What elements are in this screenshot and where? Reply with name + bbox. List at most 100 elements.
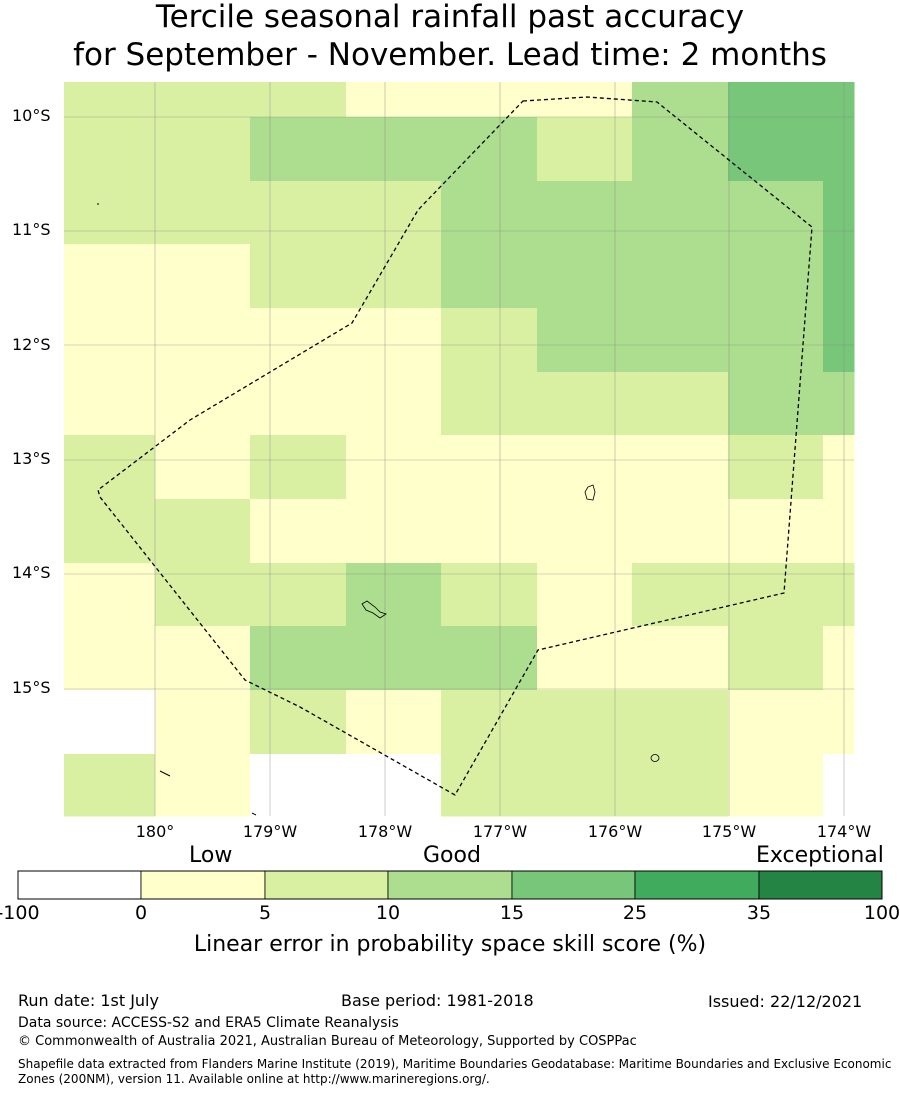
- skill-cell: [64, 754, 156, 817]
- skill-cell: [537, 435, 633, 500]
- skill-cell: [250, 626, 347, 691]
- colorbar-label: Linear error in probability space skill …: [193, 932, 707, 957]
- skill-cell: [823, 435, 855, 500]
- colorbar-tick: 0: [134, 902, 148, 924]
- island-outline: [650, 754, 660, 762]
- shapefile-credit: Shapefile data extracted from Flanders M…: [18, 1057, 892, 1086]
- skill-cell: [441, 626, 538, 691]
- lat-label: 11°S: [12, 220, 51, 239]
- skill-cell: [346, 754, 442, 817]
- skill-cell: [250, 244, 347, 309]
- copyright: © Commonwealth of Australia 2021, Austra…: [18, 1034, 637, 1049]
- skill-cell: [728, 308, 824, 373]
- skill-cell: [823, 499, 855, 564]
- skill-cell: [155, 244, 251, 309]
- skill-cell: [823, 626, 855, 691]
- skill-cell: [632, 499, 729, 564]
- skill-cell: [823, 117, 855, 182]
- skill-map: [64, 82, 855, 817]
- skill-cell: [250, 308, 347, 373]
- skill-cell: [728, 499, 824, 564]
- skill-cell: [441, 754, 538, 817]
- colorbar-tick: 25: [622, 902, 648, 924]
- lon-label: 177°W: [472, 822, 528, 841]
- colorbar-segment: [511, 870, 636, 900]
- skill-cell: [346, 244, 442, 309]
- skill-cell: [823, 82, 855, 118]
- skill-cell: [441, 181, 538, 245]
- skill-cell: [155, 563, 251, 627]
- skill-cell: [250, 117, 347, 182]
- skill-cell: [441, 372, 538, 436]
- skill-cell: [537, 372, 633, 436]
- island-outline: [361, 600, 387, 619]
- skill-cell: [823, 308, 855, 373]
- skill-cell: [155, 754, 251, 817]
- colorbar-tick: -100: [0, 902, 40, 924]
- lat-label: 13°S: [12, 449, 51, 468]
- skill-cell: [537, 244, 633, 309]
- skill-cell: [155, 82, 251, 118]
- skill-cell: [346, 690, 442, 755]
- skill-cell: [823, 181, 855, 245]
- skill-cell: [632, 244, 729, 309]
- lon-label: 176°W: [587, 822, 643, 841]
- issued-date: Issued: 22/12/2021: [708, 992, 863, 1011]
- skill-cell: [250, 372, 347, 436]
- skill-cell: [441, 82, 538, 118]
- skill-cell: [346, 626, 442, 691]
- skill-cell: [250, 563, 347, 627]
- skill-cell: [632, 754, 729, 817]
- skill-cell: [632, 82, 729, 118]
- lon-label: 175°W: [701, 822, 757, 841]
- skill-cell: [64, 244, 156, 309]
- skill-cell: [155, 690, 251, 755]
- skill-cell: [537, 181, 633, 245]
- run-date: Run date: 1st July: [18, 991, 159, 1010]
- lat-label: 12°S: [12, 335, 51, 354]
- skill-cell: [250, 499, 347, 564]
- colorbar-segment: [264, 870, 389, 900]
- skill-cell: [155, 372, 251, 436]
- colorbar-tick: 10: [375, 902, 401, 924]
- base-period: Base period: 1981-2018: [341, 991, 534, 1010]
- skill-cell: [155, 435, 251, 500]
- skill-cell: [64, 181, 156, 245]
- map-title-line2: for September - November. Lead time: 2 m…: [73, 37, 827, 73]
- skill-cell: [728, 181, 824, 245]
- skill-cell: [728, 626, 824, 691]
- data-source: Data source: ACCESS-S2 and ERA5 Climate …: [18, 1015, 399, 1031]
- skill-cell: [250, 82, 347, 118]
- skill-cell: [441, 563, 538, 627]
- colorbar-tick: 35: [746, 902, 772, 924]
- category-good: Good: [423, 843, 481, 868]
- colorbar-segment: [634, 870, 760, 900]
- skill-cell: [632, 435, 729, 500]
- skill-cell: [250, 690, 347, 755]
- skill-cell: [632, 372, 729, 436]
- colorbar-segment: [140, 870, 266, 900]
- lon-label: 178°W: [357, 822, 413, 841]
- colorbar-segments: [17, 870, 883, 900]
- skill-cell: [823, 754, 855, 817]
- skill-cell: [346, 181, 442, 245]
- lon-label: 179°W: [242, 822, 298, 841]
- skill-cell: [155, 626, 251, 691]
- colorbar-segment: [387, 870, 513, 900]
- skill-cell: [346, 563, 442, 627]
- skill-cell: [728, 117, 824, 182]
- skill-cell: [728, 244, 824, 309]
- skill-cell: [632, 690, 729, 755]
- skill-cell: [441, 499, 538, 564]
- skill-cell: [64, 563, 156, 627]
- skill-grid-cells: [64, 82, 855, 817]
- skill-cell: [155, 499, 251, 564]
- skill-cell: [250, 754, 347, 817]
- graticule: [64, 82, 854, 816]
- skill-cell: [728, 754, 824, 817]
- skill-cell: [441, 244, 538, 309]
- colorbar-segment: [758, 870, 883, 900]
- skill-cell: [632, 117, 729, 182]
- skill-cell: [537, 499, 633, 564]
- skill-cell: [346, 308, 442, 373]
